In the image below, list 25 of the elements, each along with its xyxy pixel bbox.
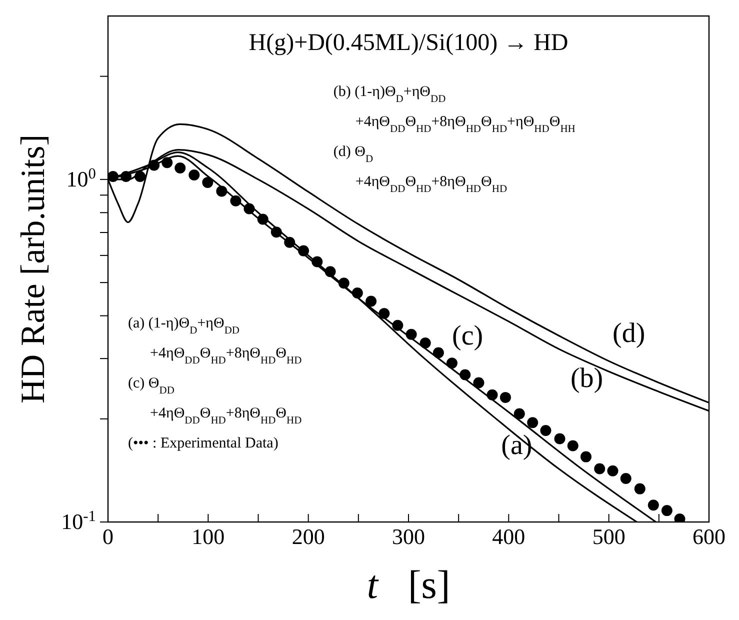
annotation: (b) (1-η)Θ$_{D}$+ηΘ$_{DD}$: [333, 84, 446, 105]
annotation: (b): [570, 362, 604, 394]
text: H(g)+D(0.45ML)/Si(100) → HD: [248, 30, 568, 56]
annotation: (c): [452, 320, 484, 352]
annotation: (a) (1-η)Θ$_{D}$+ηΘ$_{DD}$: [128, 315, 240, 336]
text: +4ηΘ$_{DD}$Θ$_{HD}$+8ηΘ$_{HD}$Θ$_{HD}$+ηΘ$_{HD}$Θ$_{HH}$: [355, 114, 576, 135]
annotation: +4ηΘ$_{DD}$Θ$_{HD}$+8ηΘ$_{HD}$Θ$_{HD}$: [355, 174, 508, 195]
annotation: (a): [501, 430, 532, 461]
y-tick-label: 10$^{0}$: [66, 164, 96, 192]
annotation: (••• : Experimental Data): [128, 435, 278, 452]
annotation: (c) Θ$_{DD}$: [128, 375, 175, 396]
x-axis-title: t [s]: [366, 562, 450, 607]
x-tick-label: 300: [392, 524, 425, 549]
x-tick-label: 100: [192, 524, 225, 549]
x-tick-label: 600: [692, 524, 726, 549]
x-tick-label: 500: [592, 524, 626, 549]
x-tick-label: 400: [492, 524, 526, 549]
annotation: (d): [612, 318, 646, 350]
annotation: (d) Θ$_{D}$: [333, 144, 374, 165]
annotation: +4ηΘ$_{DD}$Θ$_{HD}$+8ηΘ$_{HD}$Θ$_{HD}$: [150, 345, 302, 366]
annotation: +4ηΘ$_{DD}$Θ$_{HD}$+8ηΘ$_{HD}$Θ$_{HD}$: [150, 405, 302, 426]
y-axis-title: HD Rate [arb.units]: [15, 134, 52, 404]
y-tick-label: 10$^{-1}$: [61, 508, 96, 534]
x-tick-label: 0: [102, 524, 114, 549]
x-tick-label: 200: [292, 524, 325, 549]
